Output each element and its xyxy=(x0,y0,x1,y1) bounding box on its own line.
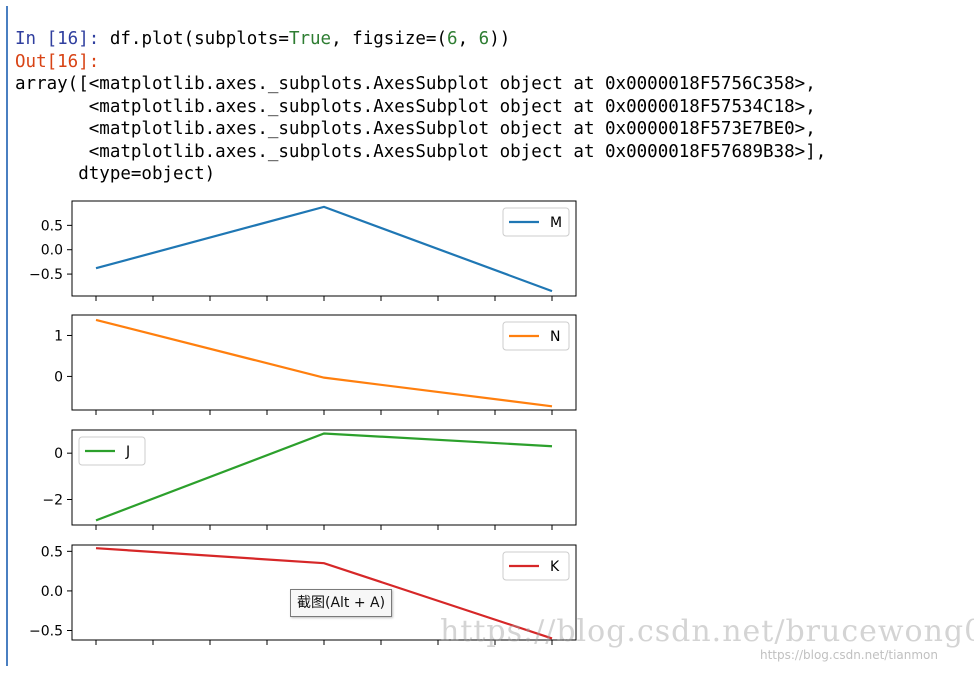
notebook-cell[interactable]: In [16]: df.plot(subplots=True, figsize=… xyxy=(15,28,826,186)
series-line-N xyxy=(95,318,553,408)
y-tick-label: 0.0 xyxy=(41,243,63,259)
series-line-K xyxy=(95,547,553,640)
output-line: <matplotlib.axes._subplots.AxesSubplot o… xyxy=(15,141,827,162)
cell-selection-bar xyxy=(6,6,8,666)
code-text-suffix[interactable]: )) xyxy=(489,29,511,49)
watermark: https://blog.csdn.net/brucewong0516 xyxy=(440,614,974,649)
y-tick-label: 0 xyxy=(54,446,63,462)
output-line: <matplotlib.axes._subplots.AxesSubplot o… xyxy=(15,119,816,139)
y-tick-label: 1 xyxy=(54,328,63,344)
y-tick-label: 0 xyxy=(54,369,63,385)
subplot-2: 1 0 N xyxy=(54,314,577,415)
code-keyword[interactable]: True xyxy=(288,29,332,49)
code-number-2[interactable]: 6 xyxy=(478,29,490,49)
output-line: dtype=object) xyxy=(15,164,216,184)
subplot-3: 0 −2 J xyxy=(42,429,577,530)
watermark-small: https://blog.csdn.net/tianmon xyxy=(760,648,938,662)
code-number-1[interactable]: 6 xyxy=(447,29,458,49)
legend-label: M xyxy=(550,215,562,231)
y-tick-label: −0.5 xyxy=(29,624,63,640)
y-tick-label: 0.0 xyxy=(41,584,63,600)
axes-frame xyxy=(71,429,577,526)
code-text-mid[interactable]: , figsize=( xyxy=(331,29,448,49)
series-line-M xyxy=(95,205,553,293)
y-tick-label: 0.5 xyxy=(41,218,63,234)
screenshot-tooltip: 截图(Alt + A) xyxy=(290,589,393,617)
axes-frame xyxy=(71,200,577,297)
y-tick-label: −0.5 xyxy=(29,267,63,283)
subplot-1: 0.5 0.0 −0.5 M xyxy=(29,200,577,301)
code-text-sep[interactable]: , xyxy=(457,29,479,49)
output-line: <matplotlib.axes._subplots.AxesSubplot o… xyxy=(15,96,816,117)
axes-frame xyxy=(71,314,577,411)
output-line: array([<matplotlib.axes._subplots.AxesSu… xyxy=(15,74,816,94)
legend-label: N xyxy=(550,329,560,345)
series-line-J xyxy=(95,432,553,522)
legend-label: J xyxy=(125,444,130,460)
y-tick-label: −2 xyxy=(42,493,63,509)
legend-label: K xyxy=(550,559,560,575)
y-tick-label: 0.5 xyxy=(41,544,63,560)
output-prompt: Out[16]: xyxy=(15,51,100,72)
input-prompt: In [16]: xyxy=(15,29,100,49)
code-text-prefix[interactable]: df.plot(subplots= xyxy=(99,29,289,49)
